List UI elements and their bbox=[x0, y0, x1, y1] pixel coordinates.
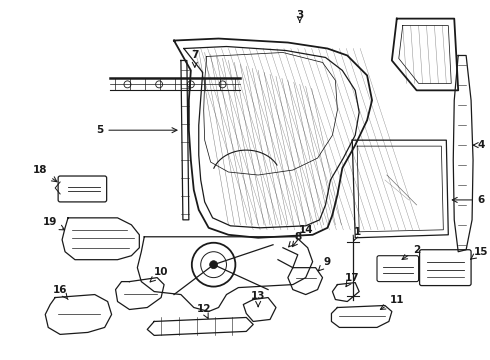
Text: 16: 16 bbox=[53, 284, 68, 300]
Text: 15: 15 bbox=[471, 247, 488, 259]
Circle shape bbox=[210, 261, 218, 269]
Text: 17: 17 bbox=[345, 273, 360, 287]
Text: 8: 8 bbox=[289, 232, 301, 247]
Text: 9: 9 bbox=[318, 257, 331, 271]
Text: 18: 18 bbox=[33, 165, 57, 182]
Text: 13: 13 bbox=[251, 291, 266, 306]
Text: 2: 2 bbox=[402, 245, 420, 260]
Text: 11: 11 bbox=[380, 294, 404, 310]
Text: 5: 5 bbox=[96, 125, 177, 135]
FancyBboxPatch shape bbox=[377, 256, 418, 282]
Text: 1: 1 bbox=[353, 227, 361, 241]
Text: 4: 4 bbox=[473, 140, 485, 150]
Text: 12: 12 bbox=[196, 305, 211, 318]
Text: 19: 19 bbox=[43, 217, 65, 230]
Text: 6: 6 bbox=[452, 195, 485, 205]
Text: 14: 14 bbox=[293, 225, 313, 247]
Text: 3: 3 bbox=[296, 10, 303, 22]
Text: 10: 10 bbox=[150, 267, 169, 282]
FancyBboxPatch shape bbox=[58, 176, 107, 202]
FancyBboxPatch shape bbox=[419, 250, 471, 285]
Text: 7: 7 bbox=[191, 50, 198, 67]
